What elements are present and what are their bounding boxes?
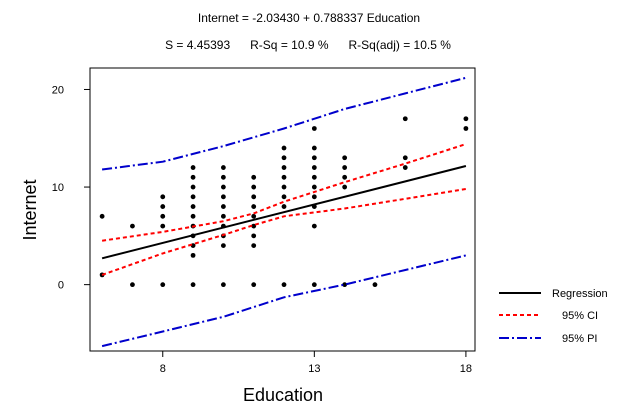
data-point (251, 174, 257, 180)
data-point (311, 282, 317, 288)
data-point (342, 155, 348, 161)
y-tick-label: 0 (58, 280, 64, 292)
ci-upper-line (101, 143, 467, 242)
legend-label-pi: 95% PI (562, 333, 597, 345)
regression-line (101, 165, 467, 260)
data-point (402, 116, 408, 122)
data-point (463, 126, 469, 131)
data-point (251, 204, 257, 209)
data-point (220, 204, 226, 209)
axis-ticks: 8 13 18 0 10 20 (52, 84, 472, 375)
data-point (311, 155, 317, 161)
legend: Regression 95% CI 95% PI (499, 288, 608, 345)
data-point (190, 213, 196, 219)
data-point (190, 165, 196, 170)
data-point (160, 213, 166, 219)
data-point (190, 204, 196, 209)
data-point (311, 184, 317, 190)
data-point (130, 223, 135, 229)
data-point (311, 145, 317, 151)
data-point (251, 184, 257, 190)
data-point (281, 184, 287, 190)
data-point (281, 174, 287, 180)
data-point (372, 282, 378, 288)
data-point (251, 194, 257, 200)
data-point (190, 194, 196, 200)
data-point (220, 213, 226, 219)
data-point (342, 165, 348, 170)
data-point (99, 213, 105, 219)
data-point (281, 165, 287, 170)
legend-label-regression: Regression (552, 288, 608, 300)
data-point (251, 243, 257, 249)
ci-lower-line (101, 188, 467, 276)
data-point (311, 126, 317, 131)
data-point (281, 194, 287, 200)
x-axis-label: Education (243, 385, 323, 405)
pi-upper-line (101, 76, 467, 171)
data-point (220, 282, 226, 288)
data-point (190, 174, 196, 180)
data-point (220, 194, 226, 200)
data-point (402, 155, 408, 161)
data-point (281, 204, 287, 209)
chart-title: Internet = -2.03430 + 0.788337 Education (198, 11, 420, 25)
y-tick-label: 20 (52, 84, 64, 96)
data-point (311, 223, 317, 229)
data-point (281, 282, 287, 288)
data-point (160, 282, 166, 288)
y-tick-label: 10 (52, 182, 64, 194)
data-point (251, 233, 257, 239)
data-point (160, 204, 166, 209)
data-point (311, 165, 317, 170)
plot-frame (89, 67, 476, 352)
data-point (281, 155, 287, 161)
data-point (220, 243, 226, 249)
data-point (342, 174, 348, 180)
data-point (342, 184, 348, 190)
y-axis-label: Internet (20, 179, 40, 240)
data-point (190, 282, 196, 288)
legend-label-ci: 95% CI (562, 310, 598, 322)
x-tick-label: 13 (308, 363, 320, 375)
data-point (220, 165, 226, 170)
data-point (311, 174, 317, 180)
data-point (130, 282, 135, 288)
data-point (281, 145, 287, 151)
chart-subtitle: S = 4.45393 R-Sq = 10.9 % R-Sq(adj) = 10… (165, 38, 451, 52)
data-point (160, 223, 166, 229)
data-point (190, 184, 196, 190)
data-point (311, 194, 317, 200)
data-point (251, 213, 257, 219)
data-point (463, 116, 469, 122)
data-points (99, 116, 469, 288)
data-point (251, 282, 257, 288)
fit-lines (101, 76, 467, 348)
x-tick-label: 18 (460, 363, 472, 375)
data-point (190, 252, 196, 258)
pi-lower-line (101, 254, 467, 348)
data-point (160, 194, 166, 200)
data-point (220, 184, 226, 190)
data-point (220, 174, 226, 180)
x-tick-label: 8 (160, 363, 166, 375)
data-point (402, 165, 408, 170)
data-point (251, 223, 257, 229)
